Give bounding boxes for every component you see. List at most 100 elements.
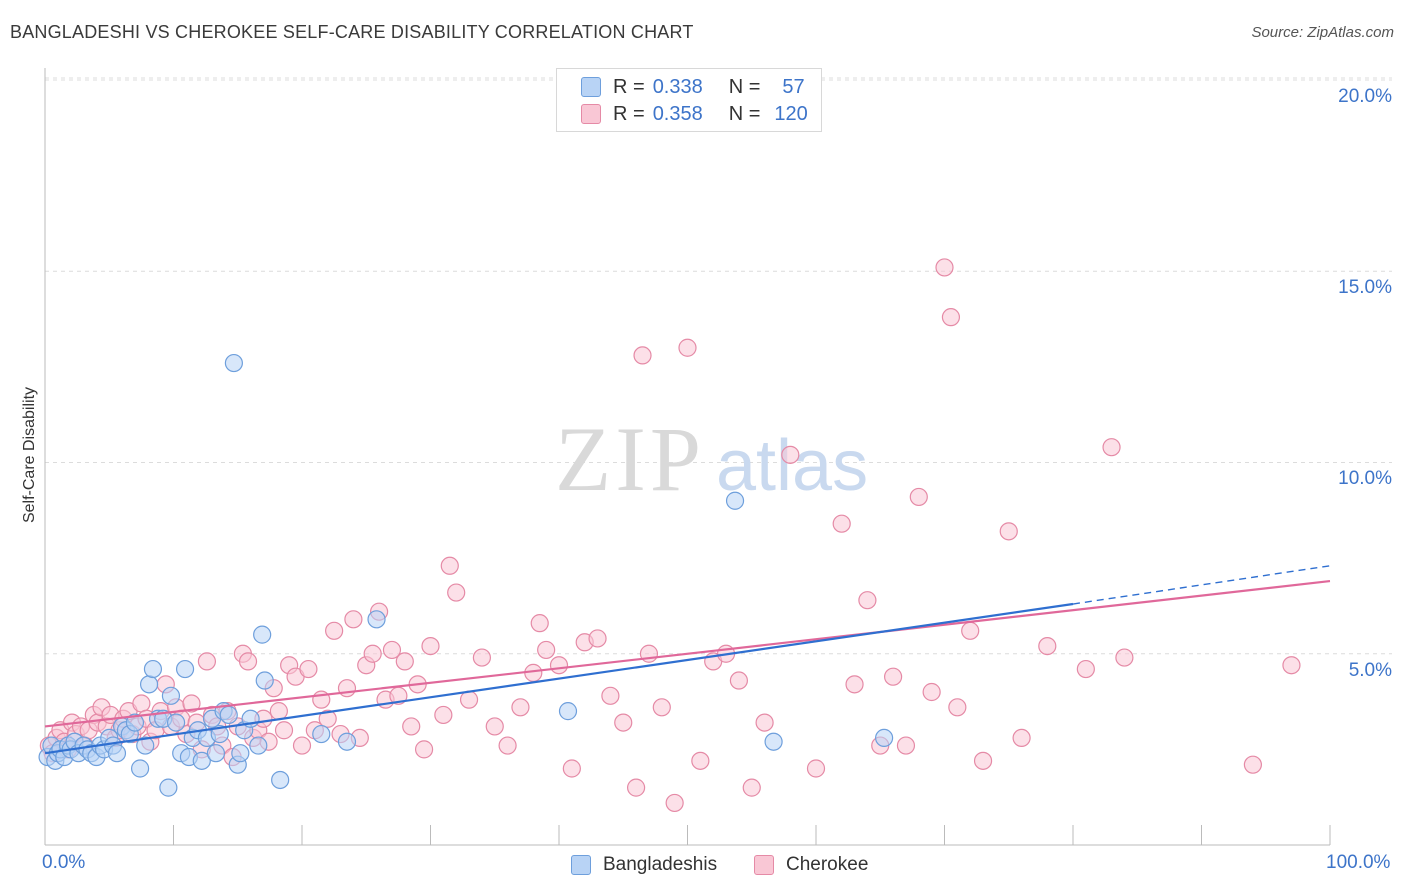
- bangladeshis-point-59: [875, 728, 894, 748]
- cherokee-point-78: [472, 648, 491, 667]
- cherokee-point-107: [883, 667, 903, 686]
- y-tick-label-5: 5.0%: [1348, 660, 1392, 681]
- cherokee-point-22: [132, 694, 151, 713]
- bangladeshis-point-24: [136, 736, 155, 755]
- cherokee-point-98: [729, 671, 749, 690]
- cherokee-point-83: [537, 640, 556, 660]
- legend-swatch-blue: [581, 77, 601, 97]
- cherokee-point-110: [922, 682, 941, 702]
- cherokee-point-116: [999, 522, 1018, 541]
- cherokee-point-60: [337, 679, 357, 698]
- r-value: 0.338: [652, 75, 703, 98]
- cherokee-point-121: [1115, 648, 1134, 667]
- cherokee-point-76: [447, 583, 466, 602]
- cherokee-point-74: [434, 705, 453, 725]
- cherokee-point-117: [1012, 728, 1031, 748]
- cherokee-point-81: [511, 698, 530, 717]
- cherokee-point-32: [182, 694, 201, 713]
- bangladeshis-point-49: [249, 736, 268, 755]
- bangladeshis-point-55: [367, 610, 386, 629]
- stats-legend-row-cherokee: R = 0.358 N = 120: [581, 101, 808, 127]
- bangladeshis-point-57: [725, 491, 745, 510]
- cherokee-point-64: [363, 644, 382, 663]
- bangladeshis-point-29: [159, 778, 178, 797]
- bangladeshis-point-33: [175, 659, 195, 679]
- bangladeshis-point-50: [253, 625, 272, 644]
- cherokee-point-70: [402, 717, 421, 736]
- n-label: N =: [728, 75, 761, 98]
- legend-swatch-blue: [571, 855, 591, 875]
- n-value: 57: [782, 75, 805, 98]
- axes: [44, 68, 1331, 846]
- legend-swatch-pink: [754, 855, 774, 875]
- cherokee-point-50: [274, 721, 294, 740]
- bangladeshis-point-54: [337, 732, 357, 751]
- cherokee-point-103: [832, 514, 851, 533]
- chart-title: BANGLADESHI VS CHEROKEE SELF-CARE DISABI…: [10, 22, 694, 42]
- r-label: R =: [613, 102, 645, 125]
- cherokee-point-104: [845, 675, 864, 694]
- bangladeshis-point-25: [139, 675, 159, 694]
- cherokee-point-53: [292, 736, 312, 755]
- cherokee-point-100: [755, 713, 774, 732]
- cherokee-point-95: [691, 751, 710, 770]
- bangladeshis-point-40: [206, 744, 226, 763]
- bangladeshis-point-31: [166, 713, 186, 732]
- cherokee-point-101: [781, 445, 800, 464]
- r-label: R =: [613, 75, 645, 98]
- trend-lines: [44, 565, 1331, 755]
- y-axis-label: Self-Care Disability: [21, 386, 38, 524]
- cherokee-point-49: [269, 702, 288, 721]
- cherokee-point-109: [909, 487, 928, 507]
- cherokee-point-43: [238, 652, 258, 671]
- cherokee-point-114: [961, 621, 980, 640]
- cherokee-point-111: [935, 258, 954, 277]
- cherokee-point-120: [1102, 438, 1121, 457]
- cherokee-point-72: [414, 740, 434, 759]
- series-bangladeshis-points: [38, 353, 894, 797]
- cherokee-point-94: [678, 338, 697, 357]
- r-value: 0.358: [652, 102, 703, 125]
- cherokee-point-79: [485, 717, 504, 736]
- cherokee-point-88: [601, 686, 620, 705]
- bangladeshis-point-30: [161, 686, 181, 705]
- cherokee-point-92: [652, 698, 671, 717]
- legend-label-bangladeshis: Bangladeshis: [603, 854, 718, 875]
- cherokee-point-108: [896, 736, 916, 755]
- bangladeshis-point-53: [312, 724, 331, 744]
- trend-line-bangladeshis-extension: [1072, 565, 1331, 605]
- cherokee-point-105: [858, 591, 877, 610]
- trend-line-cherokee: [44, 579, 1331, 728]
- y-tick-label-10: 10.0%: [1338, 468, 1392, 489]
- bangladeshis-point-37: [192, 751, 211, 770]
- cherokee-point-112: [941, 308, 961, 327]
- x-tick-label-0: 0.0%: [42, 852, 86, 873]
- y-tick-label-15: 15.0%: [1338, 277, 1392, 298]
- bangladeshis-point-46: [231, 744, 250, 763]
- x-tick-label-100: 100.0%: [1326, 852, 1391, 873]
- cherokee-point-57: [318, 709, 337, 728]
- bangladeshis-point-52: [271, 770, 290, 790]
- legend-item-bangladeshis[interactable]: Bangladeshis: [571, 852, 717, 878]
- cherokee-point-61: [344, 610, 363, 629]
- cherokee-point-75: [440, 556, 459, 575]
- cherokee-point-73: [421, 636, 440, 656]
- cherokee-point-54: [299, 659, 318, 679]
- y-tick-label-20: 20.0%: [1338, 86, 1392, 107]
- legend-item-cherokee[interactable]: Cherokee: [754, 852, 868, 878]
- watermark: ZIP atlas: [555, 408, 868, 510]
- cherokee-point-125: [530, 614, 549, 633]
- series-cherokee-points: [39, 258, 1301, 813]
- cherokee-point-115: [973, 751, 993, 770]
- stats-legend-row-bangladeshis: R = 0.338 N = 57: [581, 74, 805, 100]
- watermark-atlas: atlas: [716, 426, 868, 506]
- gridlines: [45, 77, 1392, 655]
- n-label: N =: [728, 102, 761, 125]
- cherokee-point-84: [549, 656, 569, 675]
- bangladeshis-point-44: [224, 353, 243, 373]
- stats-legend: R = 0.338 N = 57 R = 0.358 N = 120: [556, 68, 822, 132]
- cherokee-point-118: [1038, 636, 1057, 656]
- cherokee-point-124: [633, 346, 652, 365]
- legend-swatch-pink: [581, 104, 601, 124]
